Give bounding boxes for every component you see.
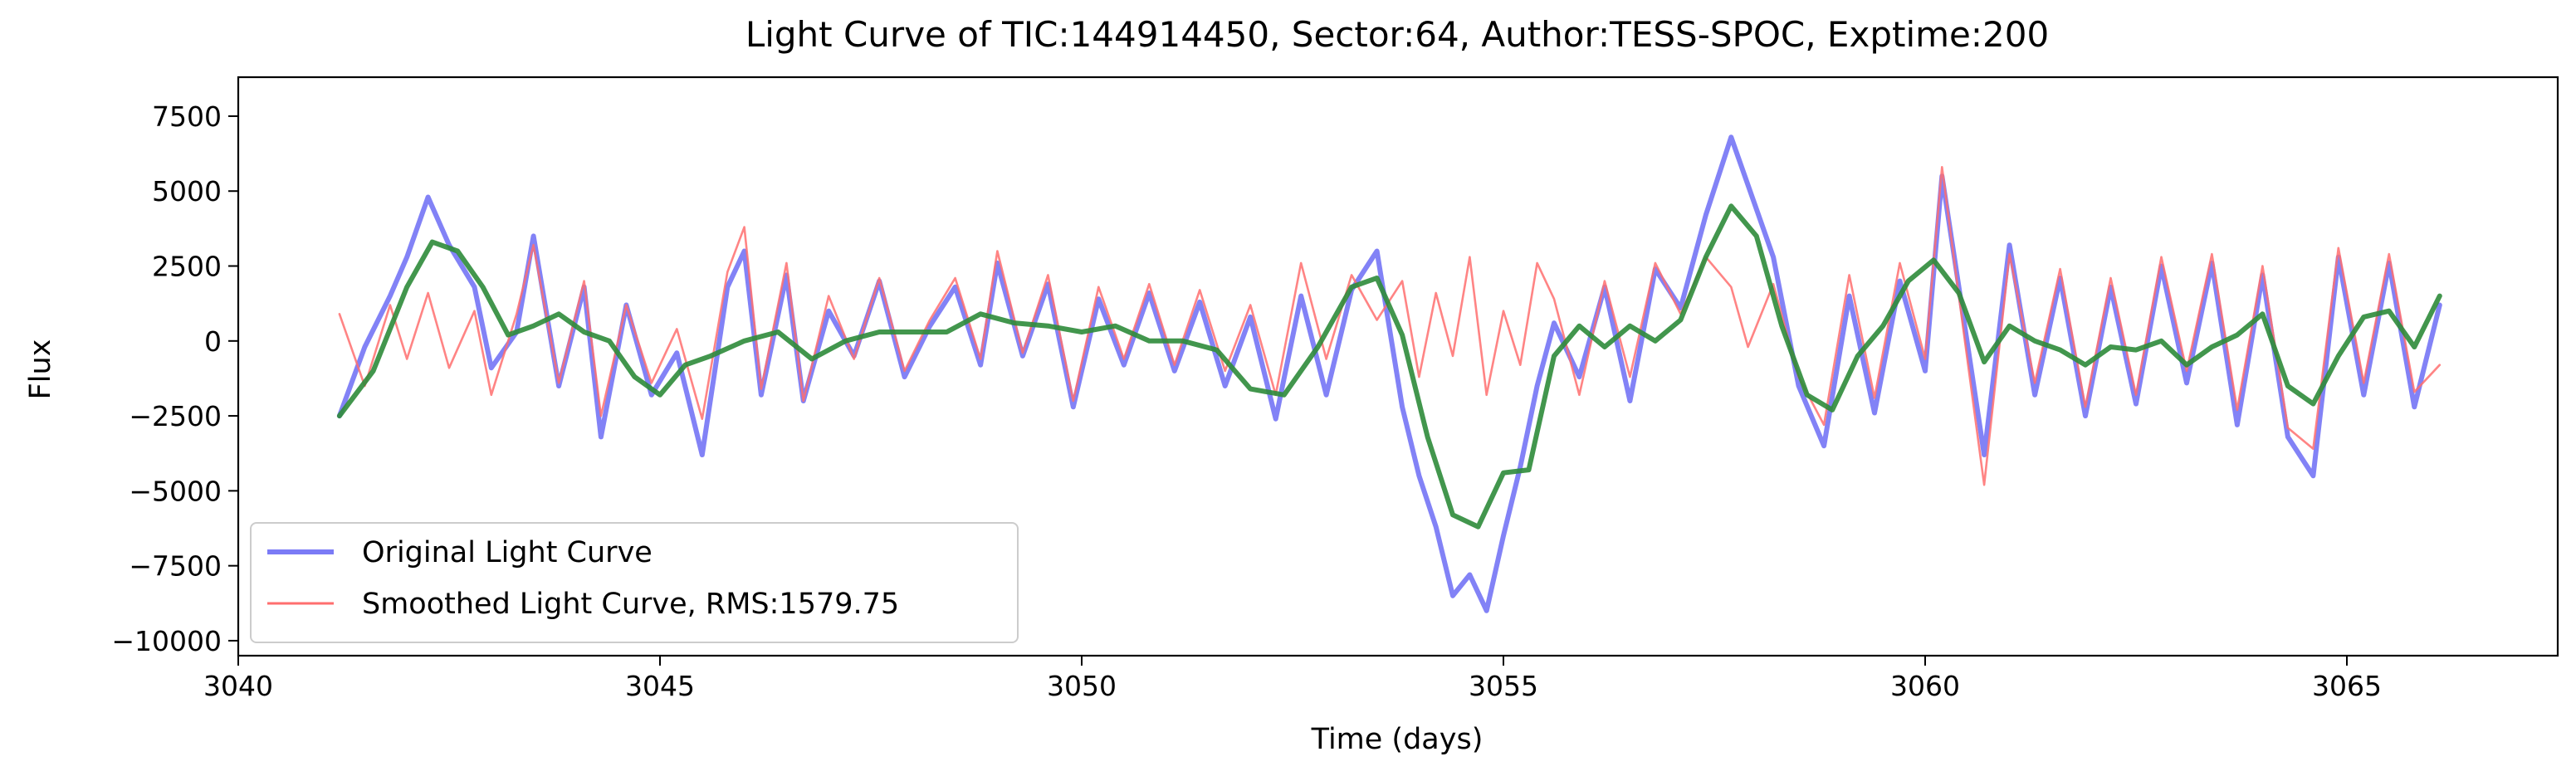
- series-trend-line: [336, 203, 2442, 530]
- y-tick-label: −10000: [111, 625, 222, 657]
- legend-label-smoothed: Smoothed Light Curve, RMS:1579.75: [362, 588, 899, 621]
- plot-area-frame: [237, 76, 2559, 657]
- x-tick-label: 3050: [1047, 670, 1117, 702]
- x-axis: 3040 3045 3050 3055 3060 3065: [203, 656, 2382, 702]
- series-smoothed-line: [338, 166, 2442, 486]
- x-tick-label: 3055: [1469, 670, 1538, 702]
- y-tick-label: 0: [204, 325, 222, 358]
- y-tick-label: −5000: [129, 475, 222, 507]
- x-axis-title: Time (days): [1311, 723, 1484, 756]
- x-tick-label: 3065: [2312, 670, 2382, 702]
- y-tick-label: −2500: [129, 400, 222, 432]
- chart-title: Light Curve of TIC:144914450, Sector:64,…: [745, 14, 2049, 55]
- series-layer: [336, 134, 2442, 613]
- y-tick-label: 5000: [152, 175, 222, 207]
- series-original-line: [336, 134, 2442, 613]
- legend-box: [250, 522, 1019, 643]
- y-tick-label: 2500: [152, 251, 222, 283]
- legend-label-original: Original Light Curve: [362, 536, 653, 569]
- y-tick-label: 7500: [152, 100, 222, 133]
- y-axis-title: Flux: [24, 339, 57, 400]
- x-tick-label: 3045: [625, 670, 695, 702]
- y-axis: −10000 −7500 −5000 −2500 0 2500 5000 7500: [111, 100, 238, 657]
- x-tick-label: 3060: [1890, 670, 1960, 702]
- y-tick-label: −7500: [129, 550, 222, 583]
- x-tick-label: 3040: [203, 670, 273, 702]
- legend: Original Light Curve Smoothed Light Curv…: [250, 522, 1019, 643]
